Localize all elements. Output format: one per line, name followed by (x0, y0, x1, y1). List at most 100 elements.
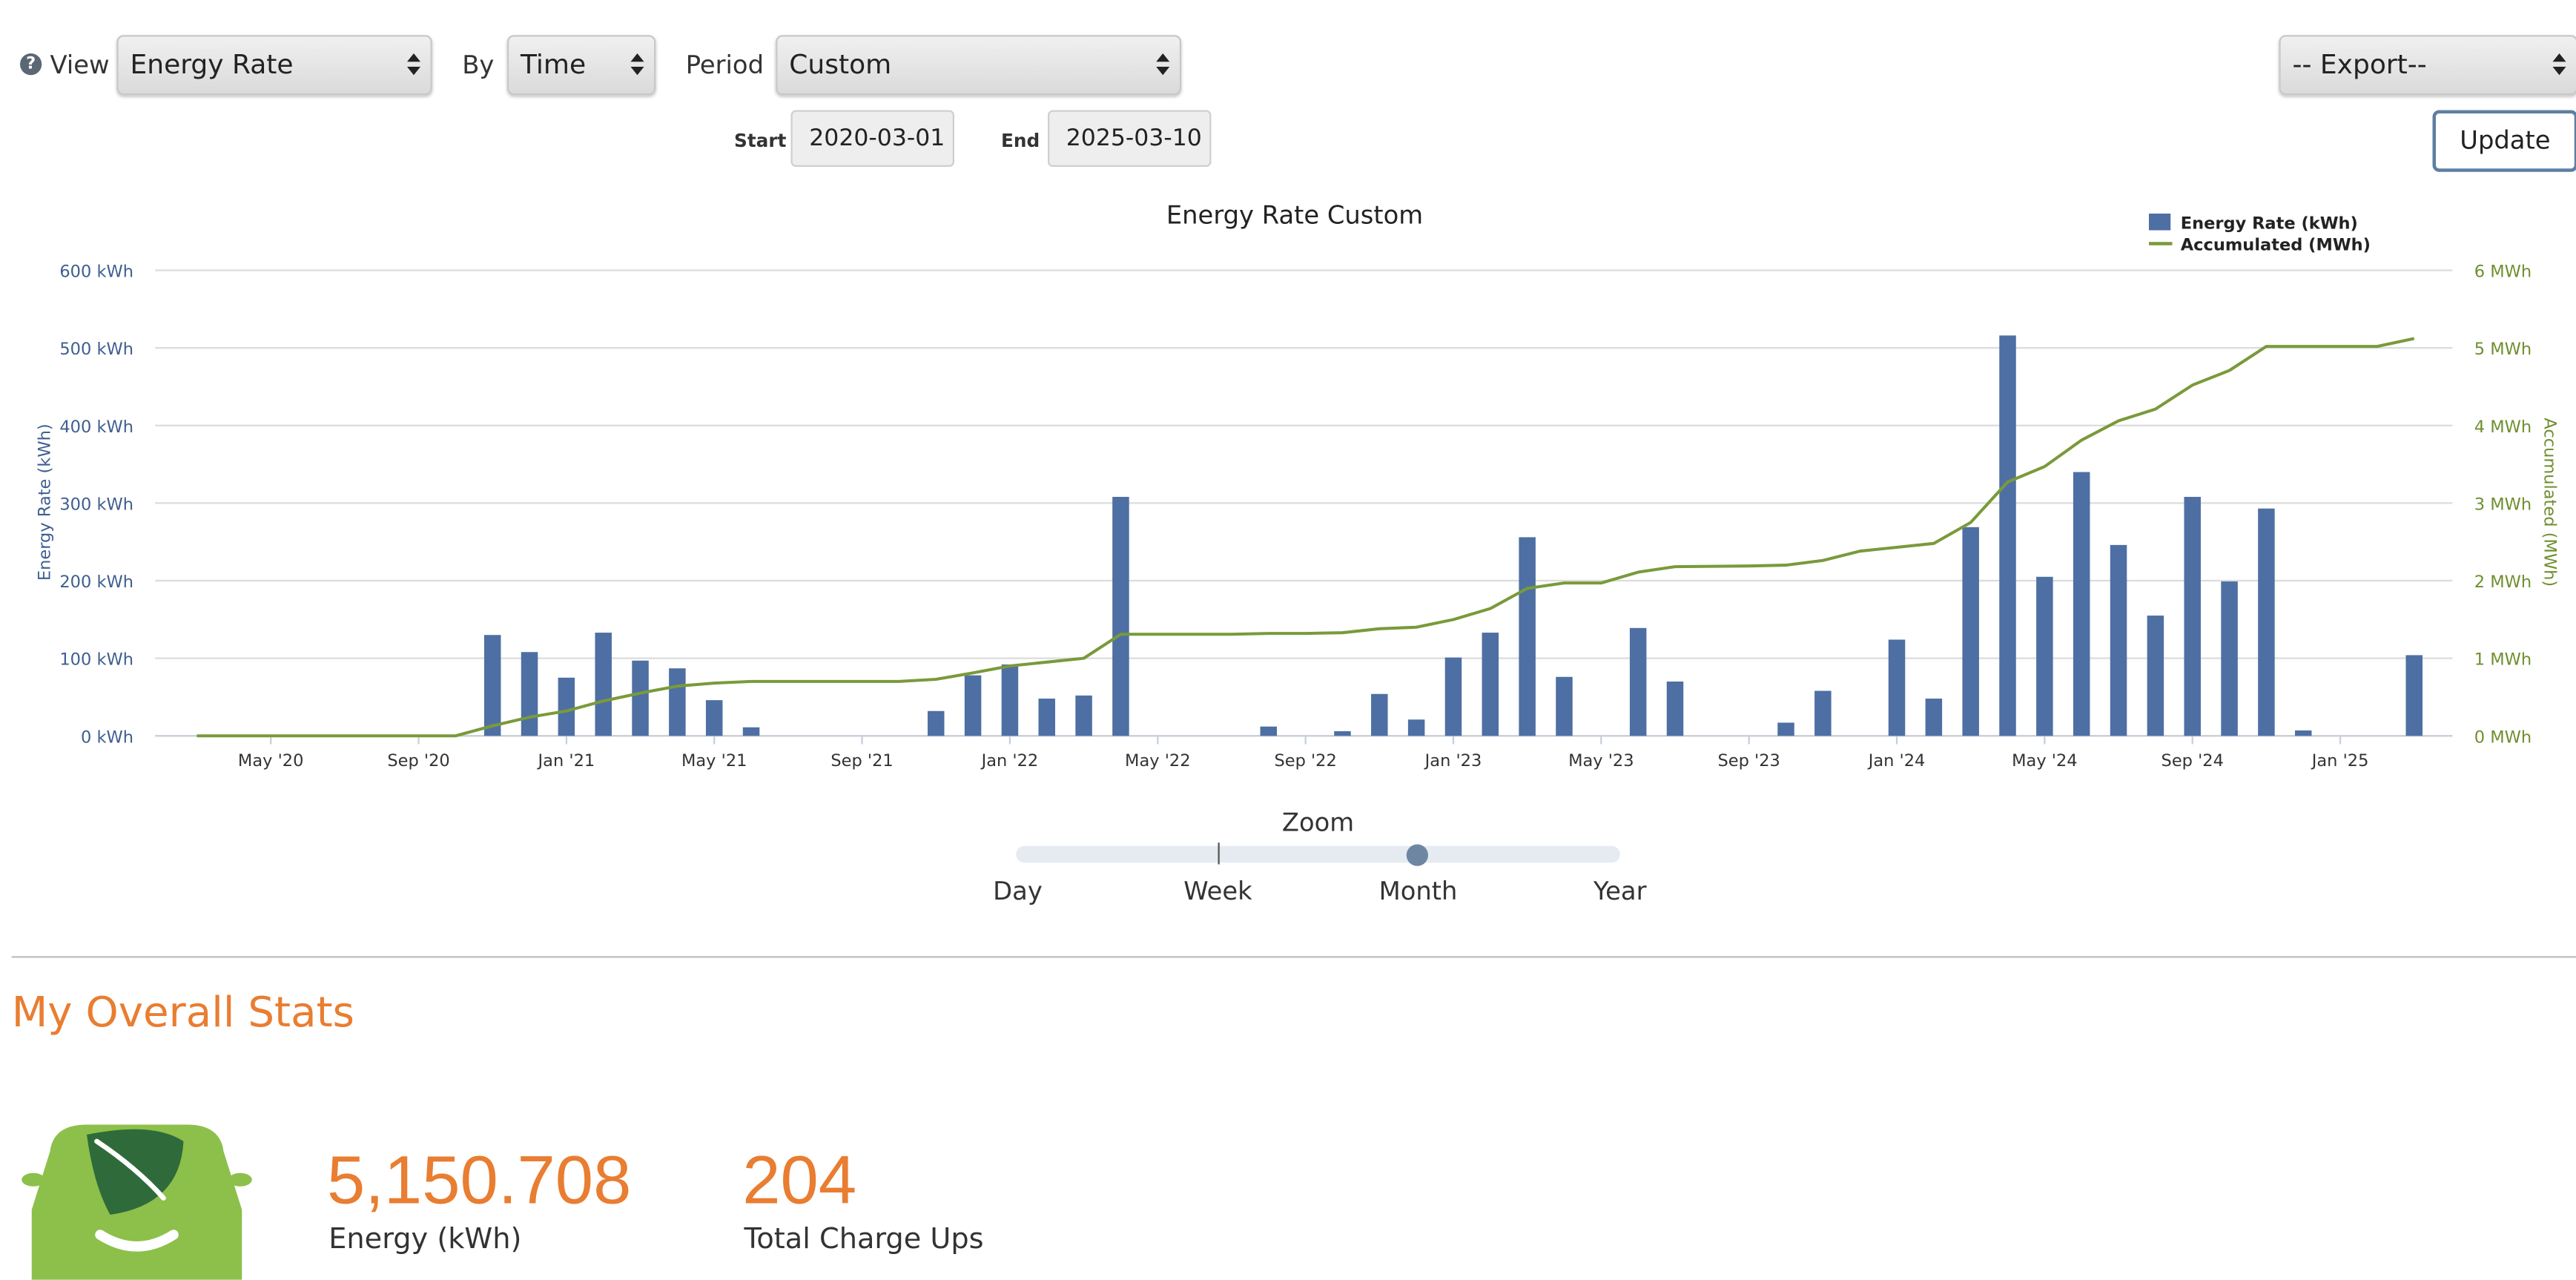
bar (595, 633, 612, 736)
zoom-option-month[interactable]: Month (1378, 876, 1458, 906)
bar (2405, 655, 2423, 736)
y2-axis-tick-label: 1 MWh (2474, 650, 2532, 670)
legend-label: Accumulated (MWh) (2181, 236, 2371, 255)
update-button[interactable]: Update (2432, 110, 2576, 172)
bar (1444, 657, 1462, 736)
legend-bar-swatch (2149, 214, 2171, 231)
bar (742, 727, 760, 736)
bar (1407, 719, 1425, 736)
view-select-value: Energy Rate (130, 48, 294, 80)
export-select[interactable]: -- Export-- (2279, 35, 2576, 96)
y2-axis-tick-label: 2 MWh (2474, 573, 2532, 592)
bar (483, 635, 501, 736)
y-axis-tick-label: 0 kWh (81, 728, 133, 747)
chevron-updown-icon (630, 53, 644, 77)
y2-axis-title: Accumulated (MWh) (2540, 418, 2559, 587)
bar (1629, 627, 1647, 736)
x-axis-tick-label: May '20 (238, 751, 303, 771)
bar (2221, 581, 2238, 736)
bar (2147, 616, 2164, 736)
y-axis-tick-label: 300 kWh (59, 495, 133, 514)
bar (632, 660, 649, 736)
y-axis-title: Energy Rate (kWh) (36, 423, 55, 581)
bar (964, 675, 982, 736)
x-axis-tick-label: May '23 (1568, 751, 1634, 771)
by-select-value: Time (521, 48, 587, 80)
x-axis-tick-label: Jan '22 (980, 751, 1039, 771)
start-date-input[interactable]: 2020-03-01 (790, 110, 954, 167)
view-label: View (50, 50, 110, 81)
chevron-updown-icon (407, 53, 420, 77)
x-axis-tick-label: Jan '25 (2311, 751, 2369, 771)
x-axis-tick-label: Jan '23 (1424, 751, 1482, 771)
x-axis-tick-label: Sep '21 (830, 751, 893, 771)
bar (1519, 537, 1536, 736)
bar (521, 652, 538, 736)
bar (1814, 690, 1832, 736)
bar (705, 700, 723, 736)
export-select-value: -- Export-- (2292, 48, 2427, 80)
x-axis-tick-label: May '21 (681, 751, 747, 771)
bar (2110, 544, 2127, 736)
bar (1075, 695, 1092, 736)
end-label: End (1001, 130, 1040, 152)
bar (1925, 699, 1943, 736)
zoom-slider-tick (1218, 842, 1220, 865)
legend-label: Energy Rate (kWh) (2181, 214, 2358, 233)
bar (2294, 730, 2312, 736)
x-axis-tick-label: Sep '24 (2161, 751, 2224, 771)
bar (1001, 664, 1019, 736)
bar (2073, 472, 2090, 736)
zoom-option-year[interactable]: Year (1593, 876, 1647, 906)
by-select[interactable]: Time (507, 35, 656, 96)
bar (1556, 676, 1573, 736)
zoom-option-day[interactable]: Day (993, 876, 1043, 906)
bar (1888, 639, 1906, 736)
bar (1666, 682, 1684, 736)
bar (1482, 633, 1499, 736)
zoom-option-week[interactable]: Week (1183, 876, 1252, 906)
zoom-title: Zoom (1281, 808, 1355, 838)
bar (2184, 497, 2201, 736)
series-line (196, 337, 2415, 738)
section-divider (11, 956, 2576, 958)
chargeups-value: 204 (742, 1141, 857, 1218)
zoom-slider-track[interactable] (1016, 845, 1620, 863)
period-select[interactable]: Custom (776, 35, 1181, 96)
bar (1999, 335, 2016, 736)
x-axis-tick-label: May '24 (2012, 751, 2077, 771)
y-axis-tick-label: 200 kWh (59, 573, 133, 592)
start-label: Start (734, 130, 787, 152)
help-icon[interactable]: ? (20, 53, 42, 76)
y-axis-tick-label: 600 kWh (59, 263, 133, 282)
y2-axis-tick-label: 0 MWh (2474, 728, 2532, 747)
chargeups-label: Total Charge Ups (744, 1223, 984, 1257)
y-axis-tick-label: 100 kWh (59, 650, 133, 670)
view-select[interactable]: Energy Rate (116, 35, 432, 96)
by-label: By (462, 50, 495, 81)
bar (1371, 693, 1388, 736)
bar (669, 668, 686, 736)
zoom-slider-handle[interactable] (1406, 844, 1428, 866)
y2-axis-tick-label: 4 MWh (2474, 418, 2532, 437)
bar (1038, 699, 1056, 736)
end-date-input[interactable]: 2025-03-10 (1048, 110, 1212, 167)
energy-label: Energy (kWh) (328, 1223, 522, 1257)
bar (2036, 576, 2053, 736)
period-select-value: Custom (789, 48, 892, 80)
y-axis-tick-label: 400 kWh (59, 418, 133, 437)
y-axis-tick-label: 500 kWh (59, 340, 133, 359)
x-axis-tick-label: Sep '20 (387, 751, 449, 771)
bar (2258, 508, 2275, 736)
x-axis-tick-label: Sep '22 (1274, 751, 1336, 771)
bar (558, 677, 575, 736)
y2-axis-tick-label: 5 MWh (2474, 340, 2532, 359)
car-leaf-icon (22, 1124, 252, 1280)
section-title: My Overall Stats (11, 988, 354, 1037)
bar (1112, 497, 1129, 736)
bar (1334, 730, 1351, 736)
chevron-updown-icon (2552, 53, 2566, 77)
y2-axis-tick-label: 6 MWh (2474, 263, 2532, 282)
period-label: Period (685, 50, 764, 81)
